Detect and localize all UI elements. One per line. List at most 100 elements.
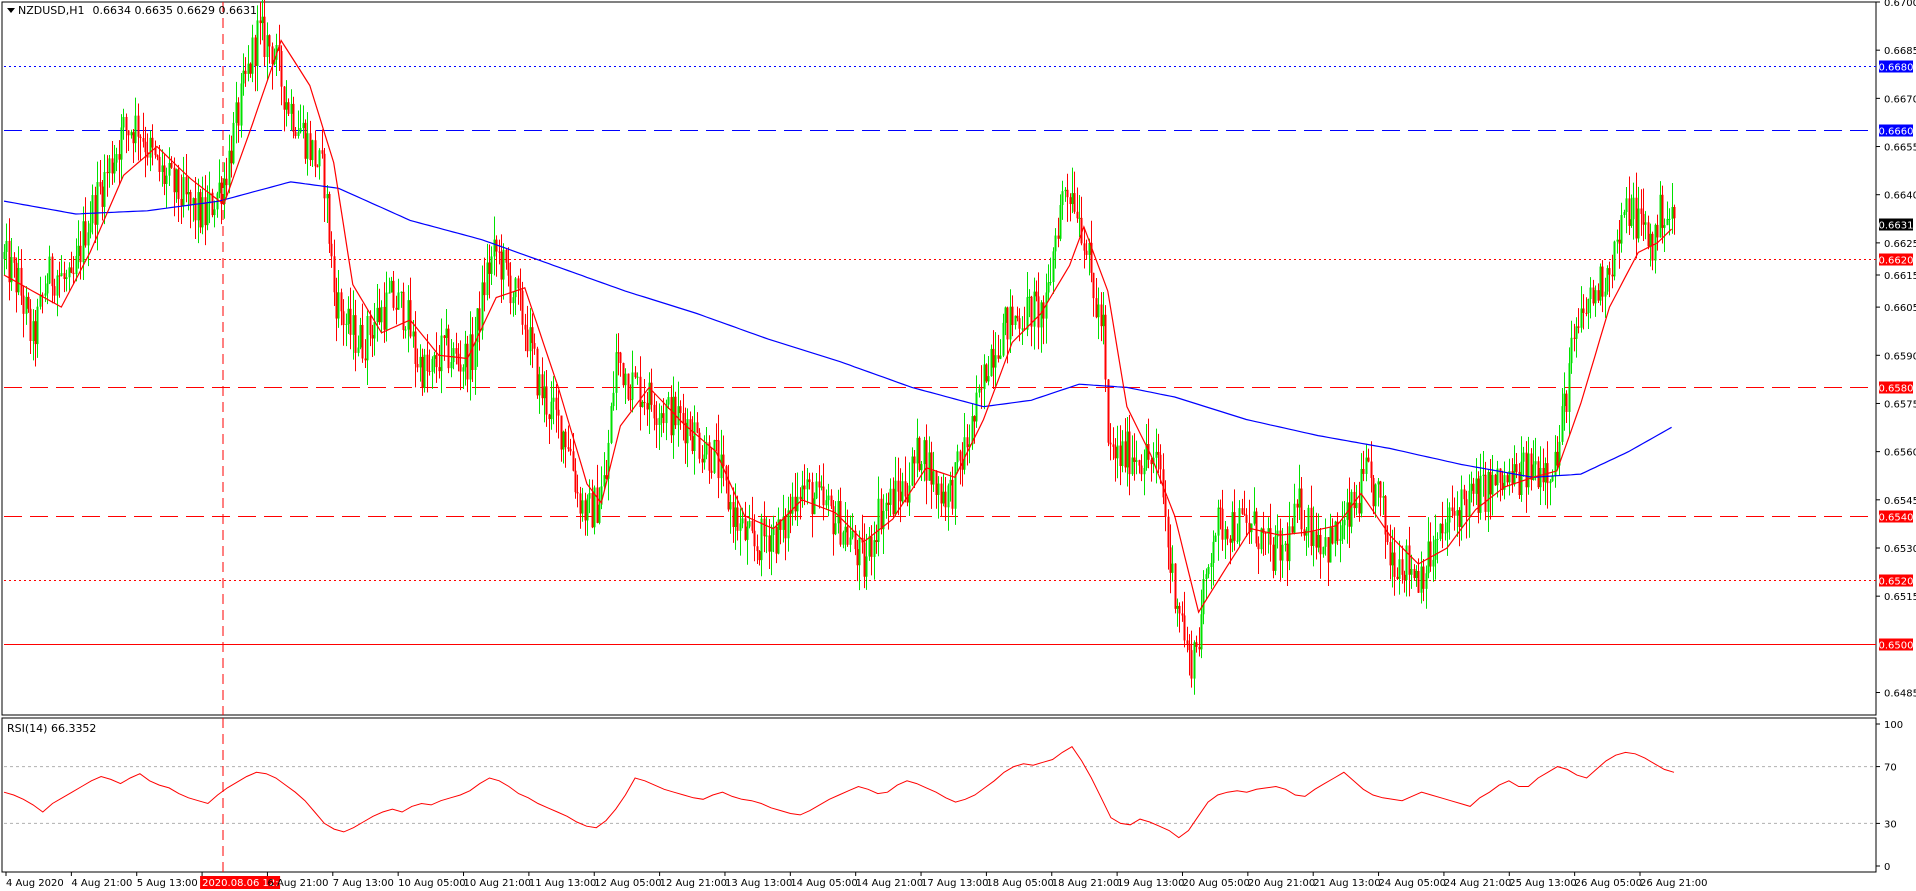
candle-body [1570,337,1573,364]
candle-body [541,374,544,399]
candle-body [1147,444,1150,460]
candle-body [1360,468,1363,514]
candle-body [173,167,176,193]
candle-body [901,481,904,502]
candle-body [1243,513,1246,515]
candle-body [122,116,125,128]
candle-body [1014,315,1017,325]
candle-body [832,506,835,535]
candle-body [127,130,130,136]
candle-body [1520,461,1523,495]
price-tags: 0.6680 0.6660 0.6620 0.6580 0.6540 0.6520 0.65… [1879,60,1914,652]
chart-title: NZDUSD,H1 0.6634 0.6635 0.6629 0.6631 [18,4,257,17]
candle-body [1365,457,1368,474]
candle-body [1659,194,1662,238]
candle-body [1623,212,1626,215]
candle-body [311,140,314,161]
candle-body [1217,507,1220,536]
candle-body [1300,488,1303,530]
time-axis-label: 21 Aug 13:00 [1313,878,1380,889]
candle-body [579,493,582,514]
candle-body [1625,198,1628,213]
candle-body [619,352,622,364]
candle-body [206,203,209,226]
time-axis-label: 18 Aug 21:00 [1052,878,1119,889]
candle-body [1434,539,1437,560]
candle-body [36,306,39,345]
time-axis-label: 6 Aug 21:00 [267,878,328,889]
candle-body [1489,471,1492,495]
candle-body [392,280,395,308]
candle-body [204,197,207,226]
candle-body [115,154,118,163]
candle-body [1238,508,1241,541]
candle-body [56,275,59,296]
candle-body [433,355,436,359]
candle-body [1382,496,1385,498]
price-tag-0.6660 [1879,124,1913,137]
candle-body [842,532,845,545]
candle-body [345,323,348,326]
candle-body [118,154,121,160]
ma-slow-line [3,181,1672,478]
candle-body [1159,454,1162,470]
candle-body [1221,508,1224,540]
candle-body [1021,328,1024,330]
candle-body [63,273,66,279]
candle-body [1341,525,1344,539]
time-axis-label: 12 Aug 05:00 [594,878,661,889]
price-axis: 0.67000.66850.66700.66550.66400.66250.66… [1876,0,1916,700]
candle-body [1157,451,1160,455]
candle-body [17,267,20,293]
candle-body [15,262,18,293]
candle-body [1319,534,1322,555]
candle-body [720,454,723,479]
candle-body [940,483,943,504]
candle-body [846,526,849,545]
collapse-arrow-icon[interactable] [7,8,15,13]
candle-body [1377,481,1380,485]
candle-body [682,413,685,423]
candle-body [543,386,546,399]
candle-body [913,456,916,464]
candle-body [373,322,376,339]
candle-body [1413,568,1416,579]
candle-body [622,363,625,386]
candle-body [151,137,154,148]
candle-body [58,275,61,277]
candle-body [999,355,1002,359]
candle-body [1563,393,1566,407]
price-axis-label: 0.6515 [1884,592,1916,603]
candle-body [1207,566,1210,575]
candle-body [736,507,739,531]
candle-body [1296,503,1299,508]
price-tag-0.6540 [1879,510,1913,523]
candle-body [1491,474,1494,495]
candle-body [1554,451,1557,477]
candle-body [1030,296,1033,327]
candle-body [610,406,613,443]
candle-body [125,116,128,131]
candle-body [584,500,587,521]
candle-body [242,70,245,84]
candle-body [1229,538,1232,543]
candle-body [273,59,276,65]
candle-body [978,388,981,393]
candle-body [791,496,794,514]
price-axis-label: 0.6485 [1884,689,1916,700]
candle-body [1176,605,1179,609]
candle-body [1420,566,1423,593]
candle-body [548,414,551,420]
candle-body [882,510,885,530]
candle-body [591,493,594,528]
candle-body [1210,562,1213,567]
candle-body [48,256,51,284]
candle-body [1241,508,1244,514]
candle-body [292,103,295,132]
price-axis-label: 0.6545 [1884,496,1916,507]
candle-body [502,249,505,280]
candle-body [1606,268,1609,292]
candle-body [478,308,481,331]
candle-body [314,140,317,167]
candle-body [975,392,978,422]
